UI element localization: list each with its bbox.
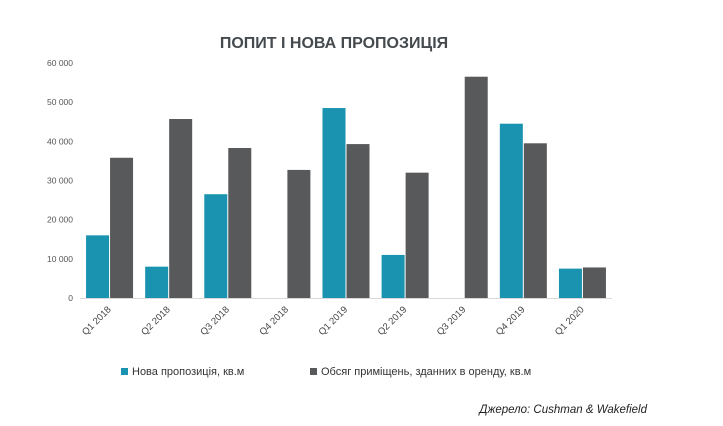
y-tick-label: 30 000 <box>47 176 73 186</box>
legend: Нова пропозиція, кв.м Обсяг приміщень, зд… <box>121 366 531 378</box>
y-tick-label: 60 000 <box>47 58 73 68</box>
x-tick-label: Q3 2019 <box>435 304 469 338</box>
bar-take-up-q4-2018 <box>287 169 311 298</box>
bar-new-supply-q1-2019 <box>322 108 346 299</box>
legend-swatch <box>121 368 128 375</box>
bar-new-supply-q2-2019 <box>381 254 405 298</box>
bar-new-supply-q1-2018 <box>86 235 110 298</box>
legend-label: Нова пропозиція, кв.м <box>132 366 244 378</box>
y-tick-label: 50 000 <box>47 97 73 107</box>
bars <box>86 76 606 299</box>
bar-new-supply-q2-2018 <box>145 266 169 298</box>
bar-new-supply-q3-2018 <box>204 194 228 298</box>
bar-new-supply-q4-2019 <box>499 123 523 298</box>
y-tick-label: 20 000 <box>47 215 73 225</box>
x-axis: Q1 2018 Q2 2018 Q3 2018 Q4 2018 Q1 2019 Q2 20… <box>80 304 586 338</box>
x-tick-label: Q4 2019 <box>494 304 528 338</box>
x-tick-label: Q1 2019 <box>317 304 351 338</box>
bar-new-supply-q1-2020 <box>558 268 582 298</box>
y-tick-label: 0 <box>68 293 73 303</box>
x-tick-label: Q4 2018 <box>257 304 291 338</box>
bar-take-up-q1-2020 <box>582 267 606 298</box>
x-tick-label: Q3 2018 <box>198 304 232 338</box>
bar-take-up-q1-2019 <box>346 144 370 298</box>
legend-swatch <box>310 368 317 375</box>
bar-take-up-q3-2018 <box>228 147 252 298</box>
x-tick-label: Q2 2018 <box>139 304 173 338</box>
y-tick-label: 40 000 <box>47 136 73 146</box>
legend-label: Обсяг приміщень, зданних в оренду, кв.м <box>321 366 531 378</box>
x-tick-label: Q2 2019 <box>376 304 410 338</box>
bar-take-up-q1-2018 <box>110 157 134 298</box>
y-tick-label: 10 000 <box>47 254 73 264</box>
y-axis: 0 10 000 20 000 30 000 40 000 50 000 60 000 <box>47 58 73 303</box>
bar-take-up-q3-2019 <box>464 76 488 298</box>
source-note: Джерело: Cushman & Wakefield <box>477 404 647 416</box>
bar-take-up-q4-2019 <box>523 143 547 298</box>
x-tick-label: Q1 2020 <box>553 304 587 338</box>
chart-title: ПОПИТ І НОВА ПРОПОЗИЦІЯ <box>220 35 448 52</box>
x-tick-label: Q1 2018 <box>80 304 114 338</box>
bar-take-up-q2-2018 <box>169 119 193 298</box>
bar-take-up-q2-2019 <box>405 172 429 298</box>
